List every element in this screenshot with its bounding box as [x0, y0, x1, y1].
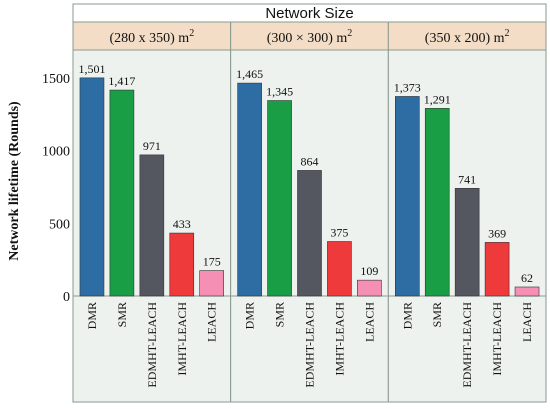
- x-category-label: SMR: [273, 302, 287, 327]
- bar-value-label: 1,373: [394, 80, 421, 94]
- chart-title: Network Size: [265, 5, 353, 22]
- y-axis-label: Network lifetime (Rounds): [7, 101, 22, 261]
- panel-3: (350 x 200) m2 1,373 DMR 1,291 SMR 741 EDMHT-L…: [387, 21, 547, 403]
- bar-value-label: 1,291: [424, 92, 451, 106]
- x-category-label: LEACH: [520, 302, 534, 342]
- y-tick-label: 1500: [42, 72, 70, 87]
- bar-value-label: 971: [143, 139, 161, 153]
- bar-value-label: 175: [203, 255, 221, 269]
- y-tick-label: 500: [49, 217, 70, 232]
- bar-value-label: 375: [330, 226, 348, 240]
- x-category-label: SMR: [430, 302, 444, 327]
- x-category-label: EDMHT-LEACH: [303, 302, 317, 388]
- bar-value-label: 109: [360, 264, 378, 278]
- x-category-label: EDMHT-LEACH: [460, 302, 474, 388]
- bar-value-label: 369: [488, 226, 506, 240]
- panel-header-superscript: 2: [347, 28, 352, 39]
- bar-edmht-leach: [297, 170, 322, 297]
- y-tick-label: 1000: [42, 145, 70, 160]
- bar-imht-leach: [484, 242, 510, 297]
- panel-xlabel-area: [230, 295, 389, 403]
- bar-value-label: 1,501: [78, 62, 105, 76]
- x-category-label: IMHT-LEACH: [490, 302, 504, 376]
- bar-value-label: 864: [301, 154, 319, 168]
- panel-header-superscript: 2: [189, 28, 194, 39]
- bar-leach: [514, 286, 540, 297]
- bar-value-label: 1,417: [108, 74, 135, 88]
- x-category-label: DMR: [85, 302, 99, 329]
- y-tick-label: 0: [63, 290, 70, 305]
- bar-value-label: 433: [173, 217, 191, 231]
- panel-header: [387, 21, 547, 51]
- x-category-label: LEACH: [205, 302, 219, 342]
- x-category-label: DMR: [400, 302, 414, 329]
- panel-header-label: (280 x 350) m2: [109, 28, 194, 46]
- bar-smr: [109, 89, 135, 297]
- bar-edmht-leach: [454, 188, 480, 297]
- x-category-label: IMHT-LEACH: [332, 302, 346, 376]
- panel-header-superscript: 2: [505, 28, 510, 39]
- bar-edmht-leach: [139, 154, 165, 297]
- bar-dmr: [237, 82, 262, 297]
- x-category-label: SMR: [115, 302, 129, 327]
- x-category-label: IMHT-LEACH: [175, 302, 189, 376]
- panel-header-label: (350 x 200) m2: [425, 28, 510, 46]
- bar-value-label: 1,465: [236, 67, 263, 81]
- bar-leach: [357, 279, 382, 297]
- x-category-label: EDMHT-LEACH: [145, 302, 159, 388]
- bar-value-label: 62: [521, 271, 533, 285]
- panel-header-label: (300 × 300) m2: [267, 28, 353, 46]
- x-category-label: DMR: [243, 302, 257, 329]
- bar-dmr: [394, 96, 420, 297]
- bar-dmr: [79, 77, 105, 297]
- bar-value-label: 1,345: [266, 85, 293, 99]
- bar-imht-leach: [327, 241, 352, 297]
- bar-leach: [199, 270, 224, 297]
- panel-1: (280 x 350) m2 1,501 DMR 1,417 SMR 971 EDMHT-L…: [72, 21, 232, 403]
- bar-imht-leach: [169, 232, 195, 297]
- bar-value-label: 741: [458, 172, 476, 186]
- panel-header: [230, 21, 389, 51]
- panel-2: (300 × 300) m2 1,465 DMR 1,345 SMR 864 EDMHT-L…: [230, 21, 389, 403]
- bar-smr: [424, 108, 450, 297]
- panel-xlabel-area: [387, 295, 547, 403]
- bar-smr: [267, 100, 292, 297]
- x-category-label: LEACH: [362, 302, 376, 342]
